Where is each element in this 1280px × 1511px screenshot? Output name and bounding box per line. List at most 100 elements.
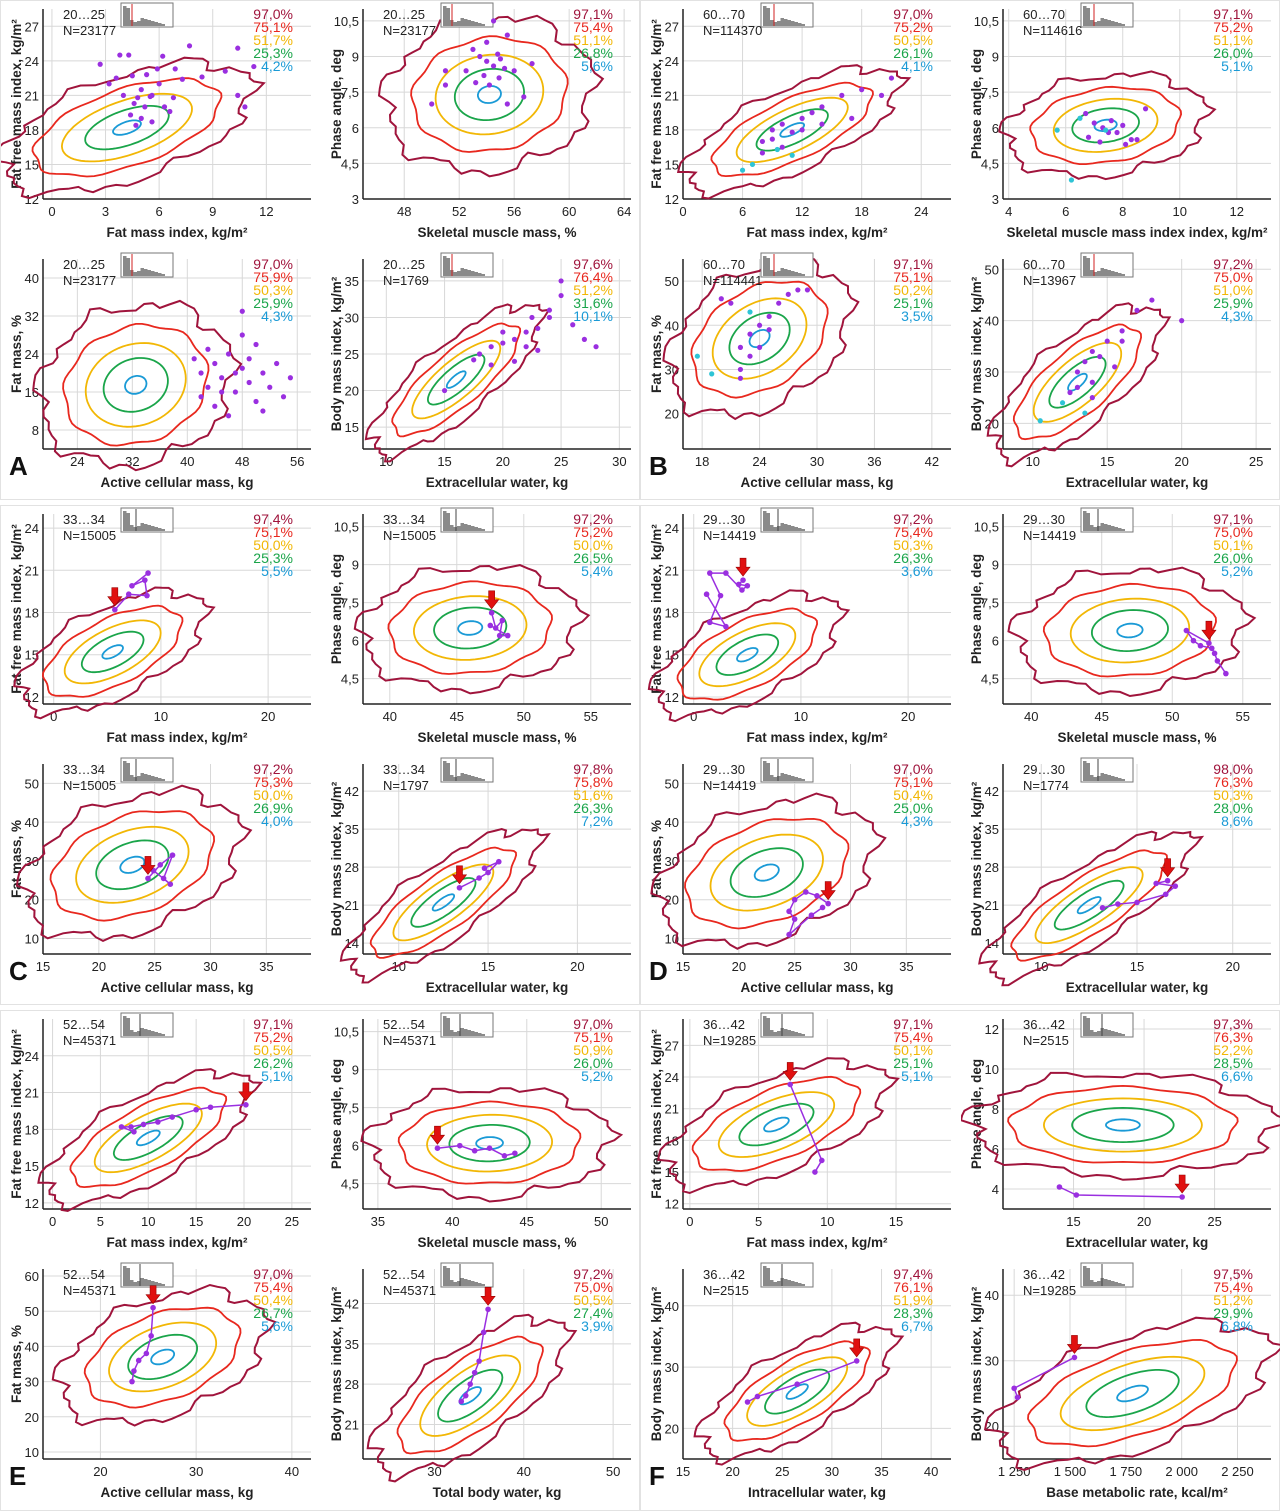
data-point [138, 115, 144, 121]
contour-percent-label: 75,4% [893, 1029, 933, 1045]
data-point [789, 129, 795, 135]
x-tick-label: 36 [867, 454, 881, 469]
x-tick-label: 35 [259, 959, 273, 974]
trajectory-point [125, 591, 132, 598]
contour-percent-label: 75,1% [253, 19, 293, 35]
contour-level-2 [684, 817, 850, 930]
subplot: 15 20 25 30 35 40 20 30 40 Intracellular water, k… [641, 1261, 961, 1511]
contour-level-5 [112, 119, 142, 136]
contour-percent-label: 5,1% [261, 1068, 293, 1084]
contour-percent-label: 97,6% [573, 256, 613, 272]
x-tick-label: 15 [1100, 454, 1114, 469]
contour-level-2 [31, 77, 223, 178]
y-axis-label: Body mass index, kg/m² [329, 781, 344, 936]
trajectory-point [492, 625, 499, 631]
x-axis-label: Skeletal muscle mass, % [417, 1235, 576, 1250]
x-tick-label: 30 [427, 1464, 441, 1479]
y-axis-label: Phase angle, deg [329, 554, 344, 664]
contour-percent-label: 97,0% [573, 1016, 613, 1032]
data-point-alt [1077, 115, 1083, 121]
x-tick-label: 40 [285, 1464, 299, 1479]
contour-percent-label: 76,3% [1213, 774, 1253, 790]
histogram-inset [440, 757, 494, 783]
contour-level-4 [433, 606, 508, 650]
y-tick-label: 21 [985, 898, 999, 913]
data-point [235, 45, 241, 51]
contour-percent-label: 98,0% [1213, 761, 1253, 777]
contour-level-3 [746, 1356, 849, 1427]
data-point [1119, 338, 1125, 344]
contour-level-1 [656, 1057, 900, 1195]
trajectory-point [467, 1381, 473, 1387]
trajectory-point [819, 904, 826, 911]
y-axis-label: Fat mass, % [9, 820, 24, 898]
contour-percent-label: 97,1% [1213, 511, 1253, 527]
y-tick-label: 30 [665, 1360, 679, 1375]
trajectory-point [488, 610, 495, 616]
x-tick-label: 1 500 [1054, 1464, 1087, 1479]
trajectory-point [480, 1329, 487, 1336]
trajectory-point [485, 869, 491, 876]
y-axis-label: Fat free mass index, kg/m² [9, 524, 24, 694]
y-tick-label: 9 [992, 50, 999, 65]
contour-percent-label: 50,3% [893, 537, 933, 553]
contour-level-3 [426, 1113, 554, 1173]
contour-percent-label: 26,3% [893, 550, 933, 566]
panel-letter: A [9, 451, 28, 481]
contour-level-1 [647, 589, 851, 723]
x-tick-label: 1 750 [1110, 1464, 1143, 1479]
data-point [239, 332, 245, 338]
x-tick-label: 25 [1249, 454, 1263, 469]
x-tick-label: 20 [570, 959, 584, 974]
histogram-inset [760, 252, 814, 278]
x-tick-label: 12 [795, 204, 809, 219]
data-point [138, 87, 144, 93]
trajectory-point [1011, 1385, 1017, 1392]
scatter-contour-chart: 0 3 6 9 12 12 15 18 21 24 27 Fat mass index, kg/m² F… [1, 2, 311, 240]
x-tick-label: 20 [725, 1464, 739, 1479]
y-tick-label: 10,5 [974, 520, 999, 535]
subplot: 18 24 30 36 42 20 30 40 50 Active cellular mass, … [641, 251, 961, 501]
contour-percent-label: 75,1% [893, 269, 933, 285]
data-point [473, 80, 479, 86]
data-point [747, 353, 753, 359]
data-point [1134, 137, 1140, 143]
data-point [235, 92, 241, 98]
panel-letter: F [649, 1461, 665, 1491]
data-point [766, 313, 772, 320]
contour-level-1 [986, 302, 1172, 468]
data-point [463, 68, 469, 74]
contour-percent-label: 75,2% [893, 19, 933, 35]
data-point [486, 82, 493, 88]
y-tick-label: 10,5 [974, 14, 999, 29]
contour-level-1 [13, 586, 216, 720]
contour-percent-label: 26,8% [573, 45, 613, 61]
data-point [500, 340, 506, 346]
y-tick-label: 21 [665, 563, 679, 578]
trajectory-point [1183, 627, 1190, 634]
contour-percent-label: 25,1% [893, 1055, 933, 1071]
trajectory-point [143, 1350, 150, 1357]
contour-percent-label: 50,4% [893, 787, 933, 803]
data-point [1091, 120, 1097, 126]
x-axis-label: Active cellular mass, kg [740, 475, 893, 490]
scatter-contour-chart: 0 5 10 15 20 25 12 15 18 21 24 Fat mass index, kg/m… [9, 1012, 311, 1250]
data-point [239, 308, 245, 314]
contour-percent-label: 3,9% [581, 1318, 613, 1334]
data-point [785, 291, 791, 297]
trajectory-point [707, 570, 713, 576]
data-point [232, 389, 239, 395]
data-point [779, 121, 785, 127]
x-tick-label: 10 [1173, 204, 1187, 219]
trajectory-point [703, 591, 710, 598]
contour-percent-label: 4,3% [261, 308, 293, 324]
contour-level-3 [108, 1321, 218, 1393]
trajectory-line [747, 1360, 857, 1403]
red-arrow-marker [238, 1082, 254, 1102]
y-tick-label: 21 [25, 1086, 39, 1101]
x-tick-label: 56 [507, 204, 521, 219]
panel-group-c: 0 10 20 12 15 18 21 24 Fat mass index, kg/m² Fat … [0, 505, 640, 1005]
